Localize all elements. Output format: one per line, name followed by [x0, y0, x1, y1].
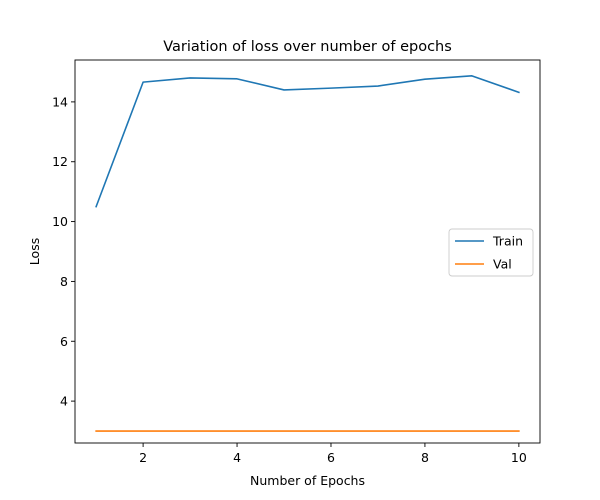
- y-tick-label: 12: [52, 154, 68, 169]
- x-tick-label: 2: [139, 450, 147, 465]
- x-tick-label: 6: [327, 450, 335, 465]
- x-axis-label: Number of Epochs: [250, 473, 365, 488]
- y-tick-label: 10: [52, 214, 68, 229]
- chart-title: Variation of loss over number of epochs: [163, 39, 452, 55]
- plot-frame: [74, 59, 541, 444]
- x-tick-label: 8: [421, 450, 429, 465]
- x-tick-label: 4: [233, 450, 241, 465]
- series-layer: [95, 75, 520, 432]
- y-tick-label: 4: [60, 394, 68, 409]
- legend: Train Val: [448, 228, 534, 277]
- legend-label-train: Train: [492, 234, 523, 249]
- y-tick-label: 6: [60, 334, 68, 349]
- legend-label-val: Val: [493, 257, 512, 272]
- y-tick-label: 8: [60, 274, 68, 289]
- x-tick-label: 10: [511, 450, 527, 465]
- ticks-layer: 2 4 6 8 10 4 6 8 10 12 14: [52, 94, 527, 465]
- y-axis-label: Loss: [27, 238, 42, 265]
- y-tick-label: 14: [52, 94, 68, 109]
- series-line-train: [95, 75, 520, 208]
